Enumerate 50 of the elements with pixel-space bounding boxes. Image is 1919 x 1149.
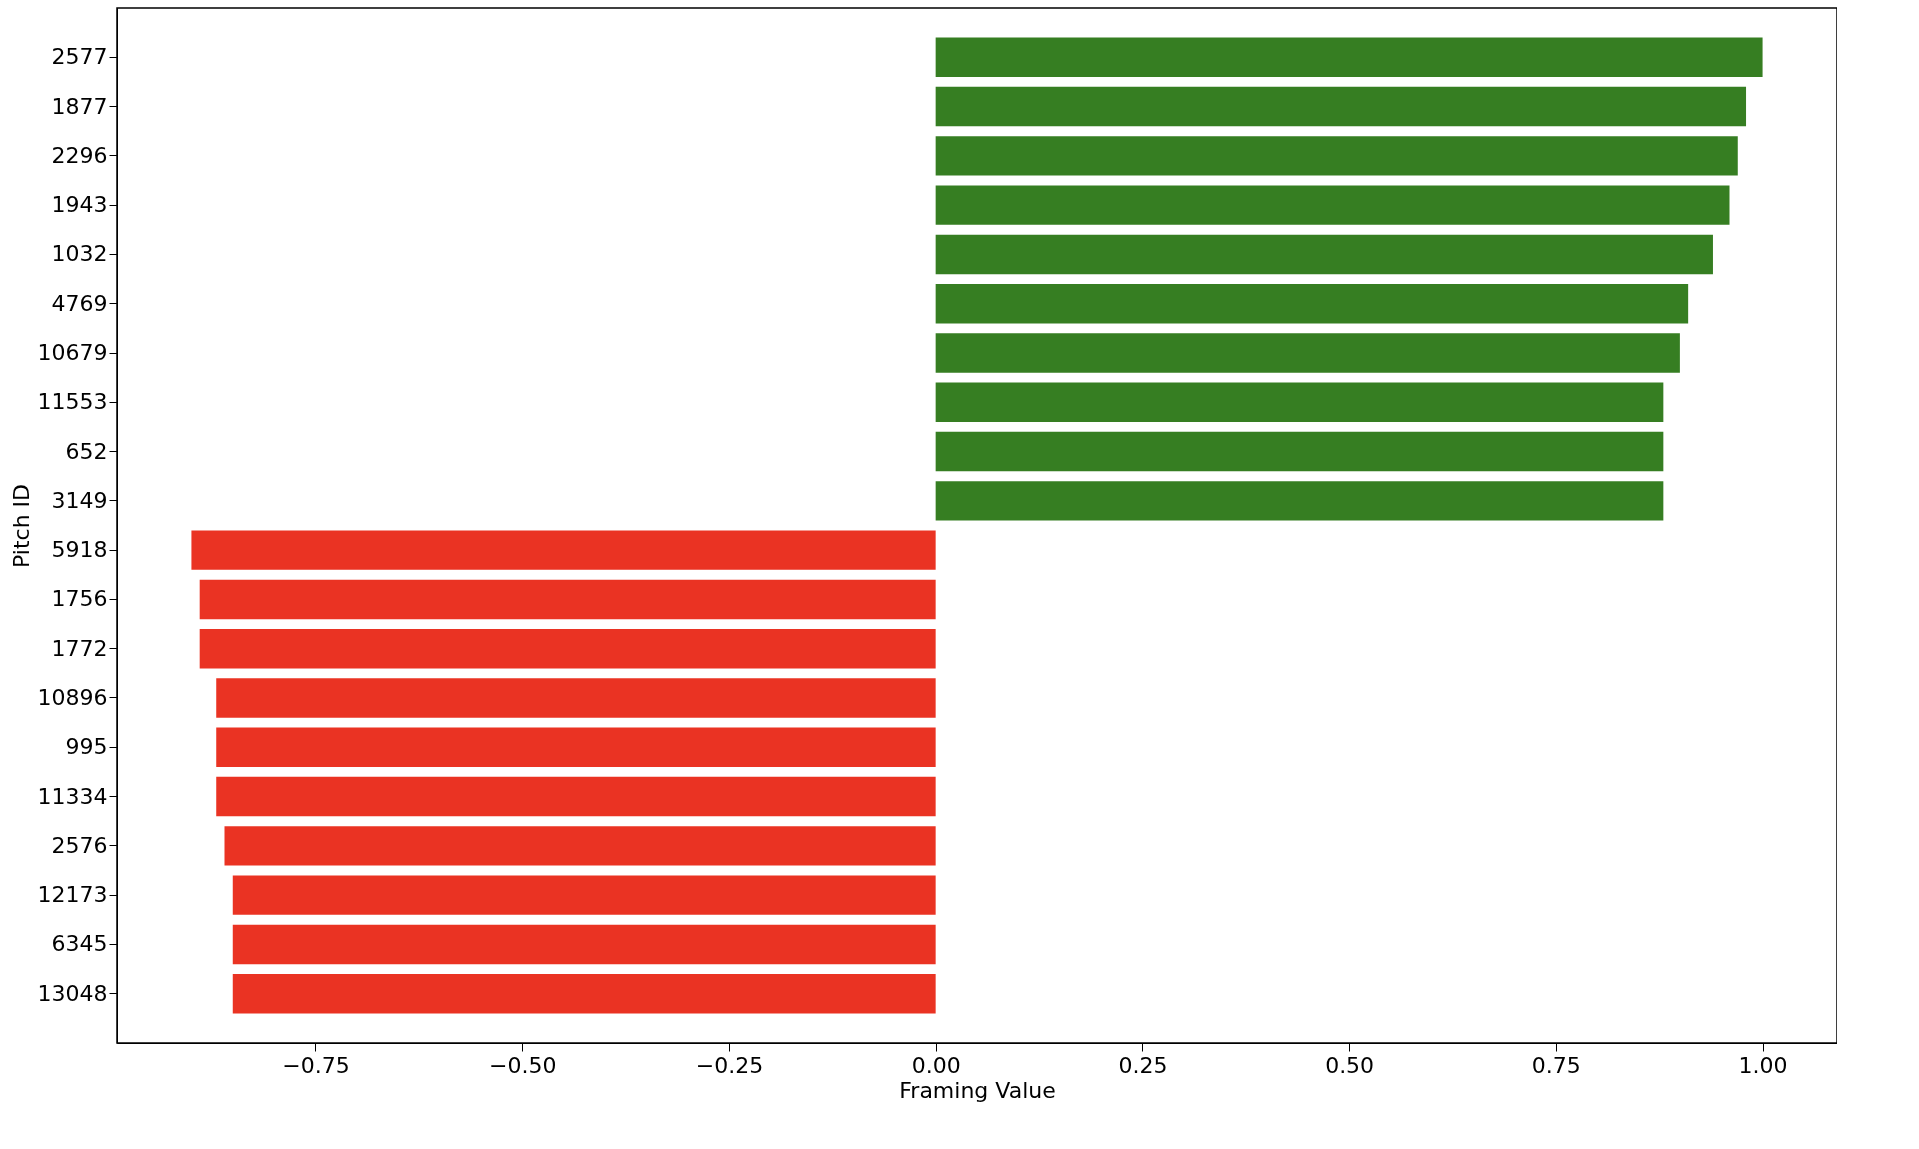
y-tick-label: 995	[65, 734, 108, 760]
bar	[216, 776, 936, 817]
y-tick-label: 11334	[37, 783, 108, 809]
bar	[224, 826, 936, 866]
x-tick-label: −0.25	[695, 1052, 764, 1078]
bar	[935, 284, 1689, 324]
y-tick-label: 3149	[51, 487, 108, 513]
bar	[935, 382, 1664, 422]
y-tick-label: 10679	[37, 340, 108, 365]
y-tick-label: 1877	[51, 93, 108, 119]
y-tick-label: 4769	[51, 290, 108, 316]
bar	[232, 974, 936, 1014]
y-tick-label: 1772	[51, 635, 108, 661]
y-tick-label: 1943	[51, 192, 108, 218]
bar	[935, 185, 1730, 225]
bar	[935, 333, 1680, 373]
bar	[935, 431, 1664, 472]
x-tick-label: 1.00	[1738, 1052, 1788, 1078]
bar	[232, 875, 936, 915]
bar	[232, 924, 936, 965]
bar	[216, 727, 936, 767]
bar	[199, 629, 936, 669]
bar	[935, 234, 1713, 275]
x-tick-label: −0.75	[282, 1052, 350, 1078]
bar	[191, 530, 936, 570]
bar	[935, 136, 1738, 176]
x-axis-title: Framing Value	[899, 1077, 1056, 1103]
y-tick-label: 2576	[51, 832, 108, 858]
y-tick-label: 1756	[51, 586, 108, 612]
bar	[935, 37, 1763, 77]
y-tick-label: 6345	[51, 931, 108, 957]
y-tick-label: 2296	[51, 142, 108, 168]
y-tick-label: 652	[65, 438, 108, 464]
x-tick-label: 0.25	[1118, 1052, 1168, 1078]
x-tick-label: −0.50	[488, 1052, 557, 1078]
bar	[935, 86, 1747, 127]
y-tick-label: 2577	[51, 44, 108, 70]
y-tick-label: 1032	[51, 241, 108, 267]
y-tick-label: 13048	[37, 980, 108, 1006]
x-tick-label: 0.75	[1531, 1052, 1581, 1078]
x-tick-label: 0.00	[911, 1052, 961, 1078]
y-tick-label: 10896	[37, 685, 108, 710]
y-tick-label: 5918	[51, 537, 108, 563]
y-axis-title: Pitch ID	[8, 484, 34, 568]
y-tick-label: 11553	[37, 389, 108, 415]
y-tick-label: 12173	[37, 882, 108, 908]
bar	[199, 579, 936, 620]
bar	[216, 678, 936, 718]
bar	[935, 481, 1664, 521]
x-tick-label: 0.50	[1325, 1052, 1375, 1078]
